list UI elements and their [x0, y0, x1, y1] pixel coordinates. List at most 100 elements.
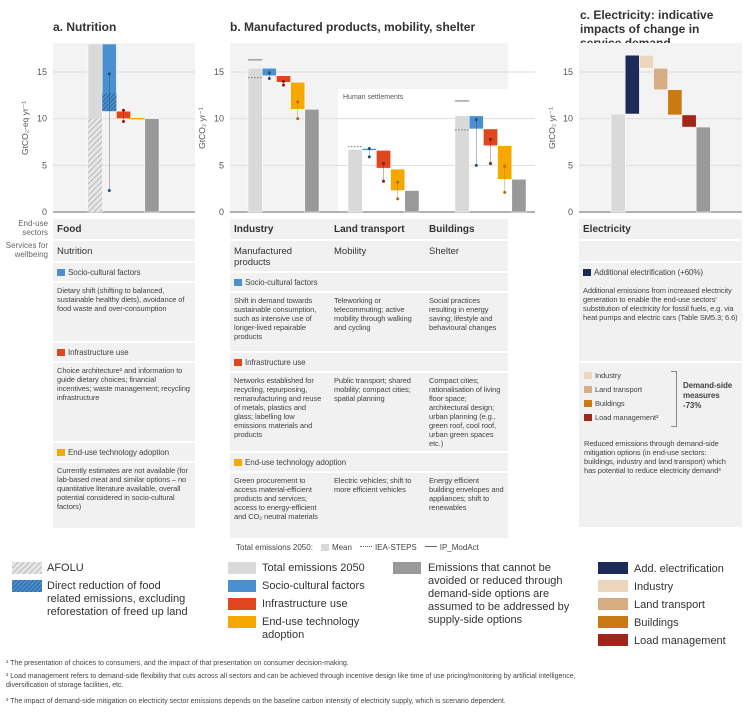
reduced-emissions-text: Reduced emissions through demand-side mi… — [584, 439, 726, 475]
data-point — [489, 137, 492, 141]
bar-residual — [144, 118, 160, 213]
item-buildings: Buildings — [595, 399, 625, 408]
food-socio-text: Dietary shift (shifting to balanced, sus… — [57, 286, 185, 313]
load-swatch-icon — [598, 634, 628, 646]
data-point — [382, 179, 385, 183]
footnote-3: ³ The impact of demand-side mitigation o… — [6, 698, 506, 705]
electrification-text: Additional emissions from increased elec… — [583, 286, 738, 322]
data-point — [122, 108, 125, 112]
data-point — [122, 119, 125, 123]
data-point — [382, 161, 385, 165]
eut-label: End-use technology adoption — [68, 448, 169, 457]
data-point — [503, 190, 507, 194]
electrification-swatch-icon — [583, 269, 591, 276]
legend-industry: Industry — [634, 581, 674, 593]
legend-land: Land transport — [634, 599, 705, 611]
legend-buildings: Buildings — [634, 617, 679, 629]
y-axis-label: GtCO₂-eq yr⁻¹ — [20, 101, 30, 155]
y-tick-label: 15 — [563, 67, 573, 77]
legend-eut: End-use technology adoption — [262, 616, 360, 641]
bar-residual — [695, 126, 711, 213]
bar-mean — [454, 115, 470, 213]
legend-infra: Infrastructure use — [262, 598, 348, 610]
industry-socio-text: Shift in demand towards sustainable cons… — [234, 296, 317, 341]
data-point — [489, 161, 492, 165]
buildings-infra-text: Compact cities; rationalisation of livin… — [429, 376, 501, 448]
data-point — [107, 72, 111, 76]
data-point — [267, 71, 271, 75]
y-tick-label: 0 — [42, 207, 47, 217]
iea-label: IEA-STEPS — [374, 543, 417, 552]
eut-swatch-icon — [228, 616, 256, 628]
transport-eut-text: Electric vehicles; shift to more efficie… — [334, 476, 412, 494]
data-point — [296, 100, 300, 104]
bar-afolu — [88, 118, 103, 212]
y-tick-label: 15 — [214, 67, 224, 77]
sector-buildings: Buildings — [429, 224, 475, 235]
y-tick-label: 0 — [568, 207, 573, 217]
socio-swatch-icon — [57, 269, 65, 276]
legend-afolu: AFOLU — [47, 562, 84, 574]
land-swatch-icon — [598, 598, 628, 610]
y-tick-label: 15 — [37, 67, 47, 77]
data-point — [282, 79, 285, 83]
electrification-label: Additional electrification (+60%) — [594, 268, 703, 277]
data-point — [474, 163, 478, 167]
elec-swatch-icon — [598, 562, 628, 574]
service-products: Manufactured products — [234, 246, 293, 268]
industry-infra-text: Networks established for recycling, repu… — [234, 376, 322, 439]
transport-infra-text: Public transport; shared mobility; compa… — [334, 376, 411, 403]
buildings-swatch-icon — [584, 400, 592, 407]
ip-label: IP_ModAct — [439, 543, 479, 552]
plot-background — [53, 43, 195, 212]
industry-swatch-icon — [598, 580, 628, 592]
demand-side-measures: Demand-side measures -73% — [683, 381, 733, 410]
socio-label: Socio-cultural factors — [245, 278, 318, 287]
industry-eut-text: Green procurement to access material-eff… — [234, 476, 318, 521]
mean-swatch-icon — [320, 544, 329, 551]
footnote-1: ¹ The presentation of choices to consume… — [6, 660, 349, 667]
data-point — [396, 180, 400, 184]
y-tick-label: 5 — [568, 160, 573, 170]
legend-total: Total emissions 2050 — [262, 562, 365, 574]
direct-reduction-swatch-icon — [12, 580, 42, 592]
sector-electricity: Electricity — [583, 224, 631, 235]
bar-mean — [347, 149, 363, 213]
service-nutrition: Nutrition — [57, 246, 93, 257]
legend-residual: Emissions that cannot be avoided or redu… — [428, 562, 570, 626]
services-label: Services for wellbeing — [5, 241, 48, 259]
sector-industry: Industry — [234, 224, 274, 235]
data-point — [296, 117, 300, 121]
afolu-swatch-icon — [12, 562, 42, 574]
land-swatch-icon — [584, 386, 592, 393]
bar-el_industry — [639, 54, 654, 69]
data-point — [367, 147, 371, 151]
socio-swatch-icon — [234, 279, 242, 286]
socio-label: Socio-cultural factors — [68, 268, 141, 277]
data-point — [474, 118, 478, 122]
eut-swatch-icon — [234, 459, 242, 466]
bar-el_buildings — [667, 89, 683, 116]
y-axis-label: GtCO₂ yr⁻¹ — [197, 107, 207, 149]
food-infra-text: Choice architecture¹ and information to … — [57, 366, 190, 402]
dotted-line-icon — [359, 546, 372, 547]
residual-swatch-icon — [393, 562, 421, 574]
solid-line-icon — [424, 546, 437, 547]
legend-load: Load management — [634, 635, 726, 647]
footnote-2: ² Load management refers to demand-side … — [6, 673, 576, 689]
charts: 0 5 10 15 GtCO₂-eq yr⁻¹ Human settlements 0 5 10… — [20, 43, 742, 217]
end-use-sectors-label: End-use sectors — [18, 219, 48, 237]
infra-swatch-icon — [57, 349, 65, 356]
bar-el_land — [653, 68, 669, 90]
infra-swatch-icon — [234, 359, 242, 366]
buildings-eut-text: Energy efficient building envelopes and … — [429, 476, 504, 512]
bar-residual — [304, 109, 320, 213]
table-nutrition: Food Nutrition Socio-cultural factors Di… — [53, 219, 195, 530]
bar-mean — [247, 68, 263, 213]
y-axis-label: GtCO₂ yr⁻¹ — [547, 107, 557, 149]
item-land-transport: Land transport — [595, 385, 642, 394]
total-legend-label: Total emissions 2050: — [236, 543, 313, 552]
y-tick-label: 0 — [219, 207, 224, 217]
mean-label: Mean — [331, 543, 352, 552]
